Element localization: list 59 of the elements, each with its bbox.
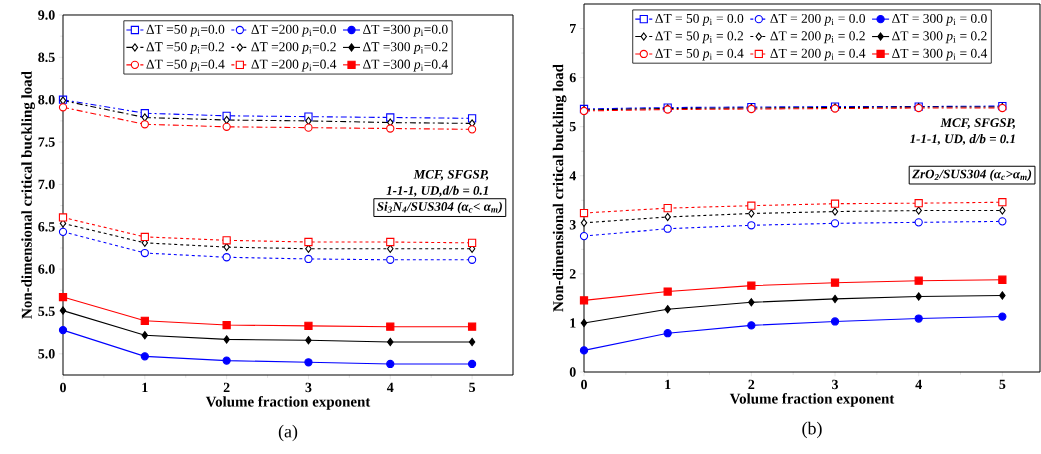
x-tick-label: 5 xyxy=(999,379,1006,390)
y-axis-title: Non-dimensional critical buckling load xyxy=(552,64,567,312)
y-tick-label: 3 xyxy=(569,220,576,230)
x-tick-label: 1 xyxy=(665,379,671,389)
legend-label: ΔT = 50 p$_{i}$ = 0.2 xyxy=(655,31,744,44)
y-axis-title: Non-dimensional critical buckling load xyxy=(21,71,35,319)
legend-label: ΔT = 200 p$_{i}$ = 0.4 xyxy=(770,48,866,61)
annotation: MCF, SFGSP, xyxy=(940,118,1015,129)
annotation: 1-1-1, UD,d/b = 0.1 xyxy=(386,185,488,197)
x-axis-title: Volume fraction exponent xyxy=(205,396,371,410)
x-tick-label: 3 xyxy=(305,382,312,393)
legend-label: ΔT =200 p$_{i}$=0.4 xyxy=(251,59,337,72)
y-tick-label: 7.0 xyxy=(38,179,55,190)
legend-label: ΔT = 200 p$_{i}$ = 0.0 xyxy=(770,13,866,26)
text: (b) xyxy=(802,421,822,439)
y-tick-label: 6 xyxy=(569,72,576,83)
x-tick-label: 3 xyxy=(832,379,839,390)
legend-label: ΔT = 50 p$_{i}$ = 0.4 xyxy=(655,48,744,61)
x-tick-label: 0 xyxy=(581,379,587,390)
x-tick-label: 1 xyxy=(142,382,148,392)
x-tick-label: 4 xyxy=(915,379,922,389)
x-tick-label: 5 xyxy=(469,382,476,393)
y-tick-label: 1 xyxy=(570,318,576,328)
legend-label: ΔT = 200 p$_{i}$ = 0.2 xyxy=(770,31,865,44)
text: (a) xyxy=(278,424,298,442)
y-tick-label: 7 xyxy=(570,23,576,34)
y-tick-label: 0 xyxy=(569,367,576,377)
legend-label: ΔT = 300 p$_{i}$ = 0.4 xyxy=(892,48,988,61)
legend-label: ΔT =200 p$_{i}$=0.0 xyxy=(251,24,336,37)
y-tick-label: 4 xyxy=(569,171,576,181)
x-tick-label: 2 xyxy=(223,382,230,393)
y-tick-label: 9.0 xyxy=(38,10,55,20)
text: Si$_{3}$N$_{4}$/SUS304 (α$_{c}$< α$_{m}$) xyxy=(377,201,502,214)
legend-label: ΔT =50 p$_{i}$=0.0 xyxy=(146,24,225,37)
x-tick-label: 0 xyxy=(60,382,66,393)
x-axis-title: Volume fraction exponent xyxy=(729,393,895,407)
legend-label: ΔT =50 p$_{i}$=0.2 xyxy=(146,42,225,55)
y-tick-label: 5.5 xyxy=(38,306,55,317)
x-tick-label: 2 xyxy=(748,379,755,390)
y-tick-label: 5.0 xyxy=(38,349,55,359)
y-tick-label: 8.0 xyxy=(38,94,55,105)
legend-label: ΔT =200 p$_{i}$=0.2 xyxy=(251,42,336,55)
y-tick-label: 6.5 xyxy=(38,222,55,232)
annotation: MCF, SFGSP, xyxy=(413,169,489,181)
y-tick-label: 8.5 xyxy=(38,52,55,63)
legend-label: ΔT =50 p$_{i}$=0.4 xyxy=(146,59,225,72)
y-tick-label: 5 xyxy=(569,122,576,132)
legend-label: ΔT = 300 p$_{i}$ = 0.0 xyxy=(892,13,987,26)
y-tick-label: 6.0 xyxy=(38,264,55,274)
legend-label: ΔT = 300 p$_{i}$ = 0.2 xyxy=(892,31,987,44)
legend-label: ΔT =300 p$_{i}$=0.0 xyxy=(363,24,448,37)
y-tick-label: 7.5 xyxy=(38,137,55,147)
annotation: 1-1-1, UD, d/b = 0.1 xyxy=(909,134,1015,146)
y-tick-label: 2 xyxy=(569,269,576,279)
legend-label: ΔT =300 p$_{i}$=0.4 xyxy=(363,59,448,72)
legend-label: ΔT = 50 p$_{i}$ = 0.0 xyxy=(655,13,744,26)
x-tick-label: 4 xyxy=(386,382,394,392)
annotation: ZrO$_{2}$/SUS304 (α$_{c}$>α$_{m}$) xyxy=(912,169,1032,181)
legend-label: ΔT =300 p$_{i}$=0.2 xyxy=(363,42,448,55)
